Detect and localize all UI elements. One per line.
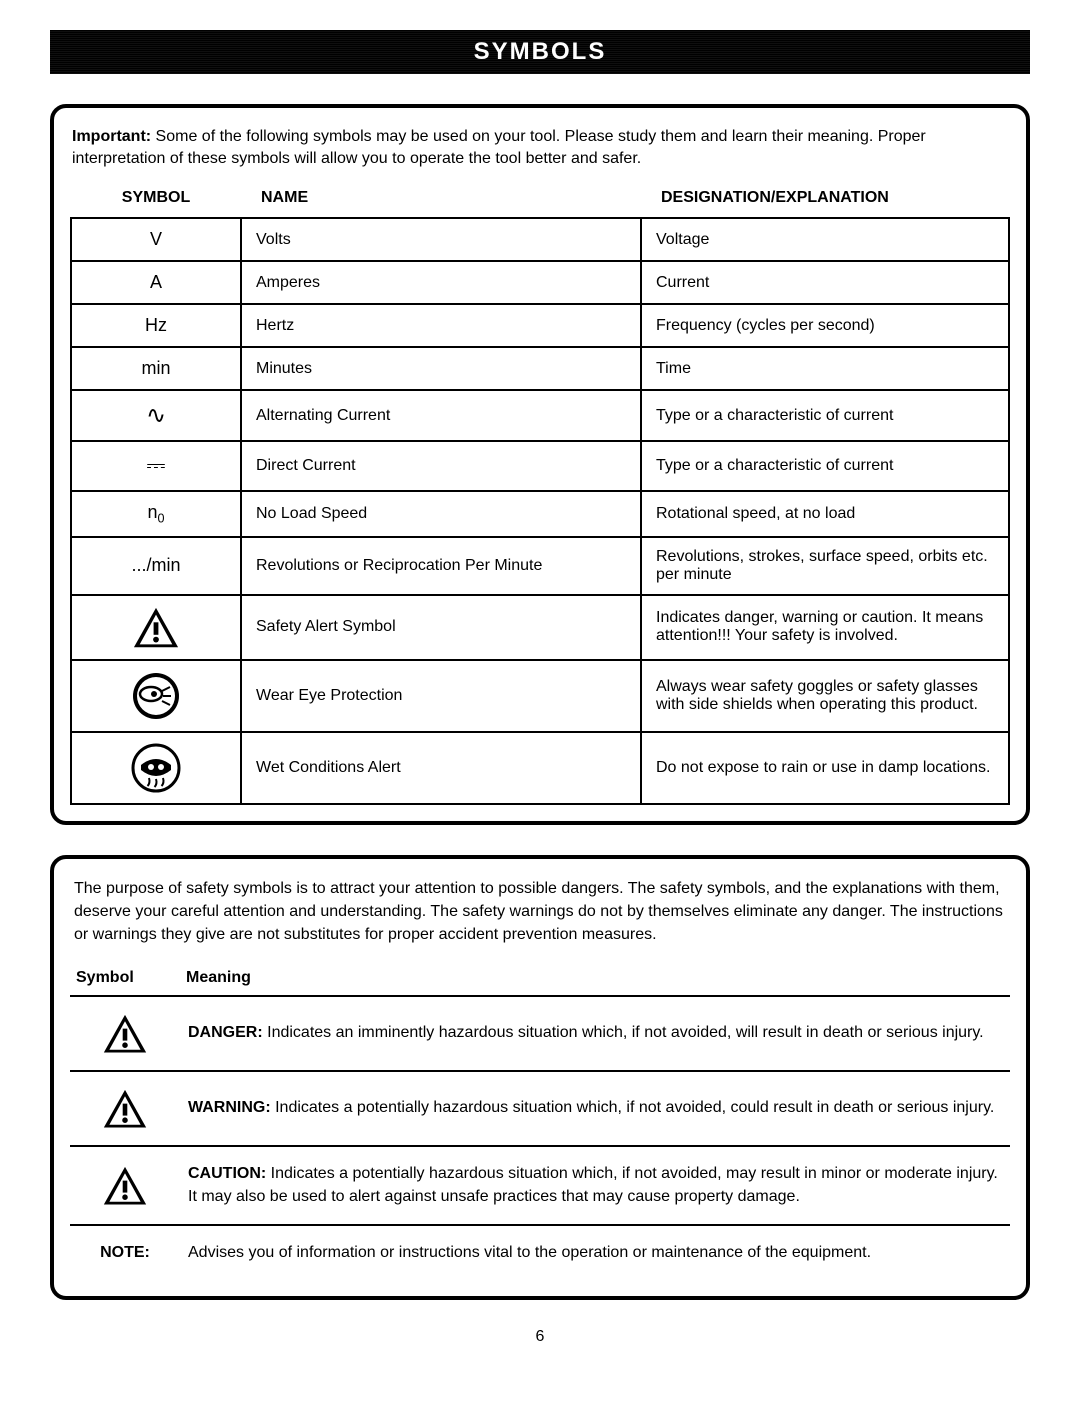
explanation-cell: Time xyxy=(641,347,1009,390)
explanation-cell: Current xyxy=(641,261,1009,304)
table-row: ⎓Direct CurrentType or a characteristic … xyxy=(71,441,1009,491)
explanation-cell: Do not expose to rain or use in damp loc… xyxy=(641,732,1009,804)
name-cell: Volts xyxy=(241,218,641,261)
table-row: Safety Alert SymbolIndicates danger, war… xyxy=(71,595,1009,660)
table-row: AAmperesCurrent xyxy=(71,261,1009,304)
alert-icon xyxy=(102,1177,148,1194)
table-row: NOTE: Advises you of information or instr… xyxy=(70,1225,1010,1280)
explanation-cell: Type or a characteristic of current xyxy=(641,441,1009,491)
table-row: DANGER: Indicates an imminently hazardou… xyxy=(70,996,1010,1071)
purpose-text: The purpose of safety symbols is to attr… xyxy=(74,877,1006,947)
symbol-cell: Hz xyxy=(71,304,241,347)
name-cell: Alternating Current xyxy=(241,390,641,441)
symbol-cell: A xyxy=(71,261,241,304)
table-row: n0No Load SpeedRotational speed, at no l… xyxy=(71,491,1009,537)
name-cell: Minutes xyxy=(241,347,641,390)
table-row: Wet Conditions AlertDo not expose to rai… xyxy=(71,732,1009,804)
wet-icon xyxy=(131,757,181,777)
explanation-cell: Revolutions, strokes, surface speed, orb… xyxy=(641,537,1009,595)
alert-icon xyxy=(132,616,180,636)
alert-icon xyxy=(102,1100,148,1117)
name-cell: Revolutions or Reciprocation Per Minute xyxy=(241,537,641,595)
meaning-text-cell: DANGER: Indicates an imminently hazardou… xyxy=(180,996,1010,1071)
meaning-text-cell: WARNING: Indicates a potentially hazardo… xyxy=(180,1071,1010,1146)
meaning-label: CAUTION: xyxy=(188,1165,266,1182)
explanation-cell: Frequency (cycles per second) xyxy=(641,304,1009,347)
page-number: 6 xyxy=(50,1328,1030,1346)
meaning-text: Indicates a potentially hazardous situat… xyxy=(271,1099,995,1116)
symbol-cell: V xyxy=(71,218,241,261)
table-row: HzHertzFrequency (cycles per second) xyxy=(71,304,1009,347)
explanation-cell: Rotational speed, at no load xyxy=(641,491,1009,537)
meaning-text-cell: Advises you of information or instructio… xyxy=(180,1225,1010,1280)
name-cell: Safety Alert Symbol xyxy=(241,595,641,660)
table-row: .../minRevolutions or Reciprocation Per … xyxy=(71,537,1009,595)
symbol-cell: ⎓ xyxy=(71,441,241,491)
meaning-label: WARNING: xyxy=(188,1099,271,1116)
meaning-text: Indicates an imminently hazardous situat… xyxy=(263,1024,984,1041)
important-text: Some of the following symbols may be use… xyxy=(72,128,926,167)
important-label: Important: xyxy=(72,128,151,145)
meanings-box: The purpose of safety symbols is to attr… xyxy=(50,855,1030,1301)
name-cell: Hertz xyxy=(241,304,641,347)
explanation-cell: Type or a characteristic of current xyxy=(641,390,1009,441)
table-row: minMinutesTime xyxy=(71,347,1009,390)
important-note: Important: Some of the following symbols… xyxy=(72,126,1008,169)
name-cell: No Load Speed xyxy=(241,491,641,537)
meaning-text-cell: CAUTION: Indicates a potentially hazardo… xyxy=(180,1146,1010,1225)
meaning-text: Advises you of information or instructio… xyxy=(188,1244,871,1261)
explanation-cell: Always wear safety goggles or safety gla… xyxy=(641,660,1009,732)
name-cell: Amperes xyxy=(241,261,641,304)
meaning-symbol-cell: NOTE: xyxy=(70,1225,180,1280)
meaning-symbol-cell xyxy=(70,996,180,1071)
table-row: Wear Eye ProtectionAlways wear safety go… xyxy=(71,660,1009,732)
symbols-box: Important: Some of the following symbols… xyxy=(50,104,1030,825)
name-cell: Wear Eye Protection xyxy=(241,660,641,732)
page-title: SYMBOLS xyxy=(50,30,1030,74)
alert-icon xyxy=(102,1024,148,1041)
symbol-cell xyxy=(71,595,241,660)
header-name: NAME xyxy=(241,183,641,218)
header-m-symbol: Symbol xyxy=(70,965,180,996)
meaning-symbol-cell xyxy=(70,1146,180,1225)
header-m-meaning: Meaning xyxy=(180,965,1010,996)
explanation-cell: Voltage xyxy=(641,218,1009,261)
symbol-cell xyxy=(71,660,241,732)
symbols-table: SYMBOL NAME DESIGNATION/EXPLANATION VVol… xyxy=(70,183,1010,805)
name-cell: Direct Current xyxy=(241,441,641,491)
eye-icon xyxy=(131,685,181,705)
symbol-cell: min xyxy=(71,347,241,390)
name-cell: Wet Conditions Alert xyxy=(241,732,641,804)
meaning-symbol-cell xyxy=(70,1071,180,1146)
symbol-cell: ∿ xyxy=(71,390,241,441)
meaning-text: Indicates a potentially hazardous situat… xyxy=(188,1165,998,1204)
symbol-cell: .../min xyxy=(71,537,241,595)
meaning-label: DANGER: xyxy=(188,1024,263,1041)
symbol-cell xyxy=(71,732,241,804)
explanation-cell: Indicates danger, warning or caution. It… xyxy=(641,595,1009,660)
table-row: WARNING: Indicates a potentially hazardo… xyxy=(70,1071,1010,1146)
table-row: VVoltsVoltage xyxy=(71,218,1009,261)
table-row: CAUTION: Indicates a potentially hazardo… xyxy=(70,1146,1010,1225)
header-explanation: DESIGNATION/EXPLANATION xyxy=(641,183,1009,218)
table-row: ∿Alternating CurrentType or a characteri… xyxy=(71,390,1009,441)
symbol-cell: n0 xyxy=(71,491,241,537)
header-symbol: SYMBOL xyxy=(71,183,241,218)
meanings-table: Symbol Meaning DANGER: Indicates an immi… xyxy=(70,965,1010,1281)
